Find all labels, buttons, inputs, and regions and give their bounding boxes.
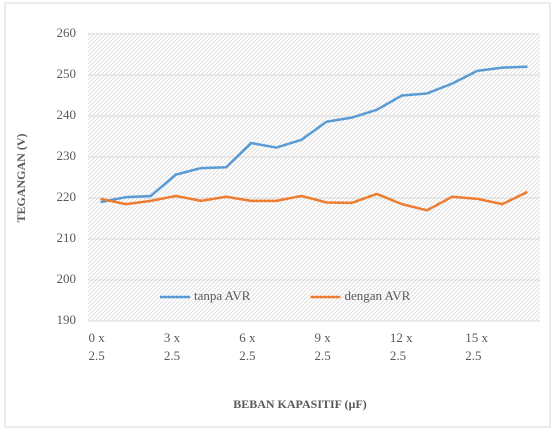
y-tick-label: 200 xyxy=(57,271,77,286)
y-tick-label: 220 xyxy=(57,189,77,204)
legend-label: tanpa AVR xyxy=(194,288,251,303)
chart-border xyxy=(4,2,551,428)
x-tick-label: 9 x 2.5 xyxy=(314,330,331,363)
x-axis-label: BEBAN KAPASITIF (µF) xyxy=(233,397,367,411)
x-tick-label: 15 x 2.5 xyxy=(465,330,488,363)
x-tick-label: 3 x 2.5 xyxy=(163,330,181,363)
y-axis-label: TEGANGAN (V) xyxy=(14,133,28,222)
y-tick-label: 260 xyxy=(57,25,77,40)
y-tick-label: 240 xyxy=(57,107,77,122)
y-tick-label: 210 xyxy=(57,230,77,245)
y-tick-label: 190 xyxy=(57,312,77,327)
line xyxy=(100,190,528,212)
y-tick-label: 250 xyxy=(57,66,77,81)
y-tick-label: 230 xyxy=(57,148,77,163)
line xyxy=(100,65,528,204)
plot-area xyxy=(88,34,540,321)
x-tick-label: 0 x 2.5 xyxy=(88,330,105,363)
x-tick-label: 12 x 2.5 xyxy=(389,330,413,363)
legend-label: dengan AVR xyxy=(344,288,410,303)
x-tick-label: 6 x 2.5 xyxy=(239,330,256,363)
